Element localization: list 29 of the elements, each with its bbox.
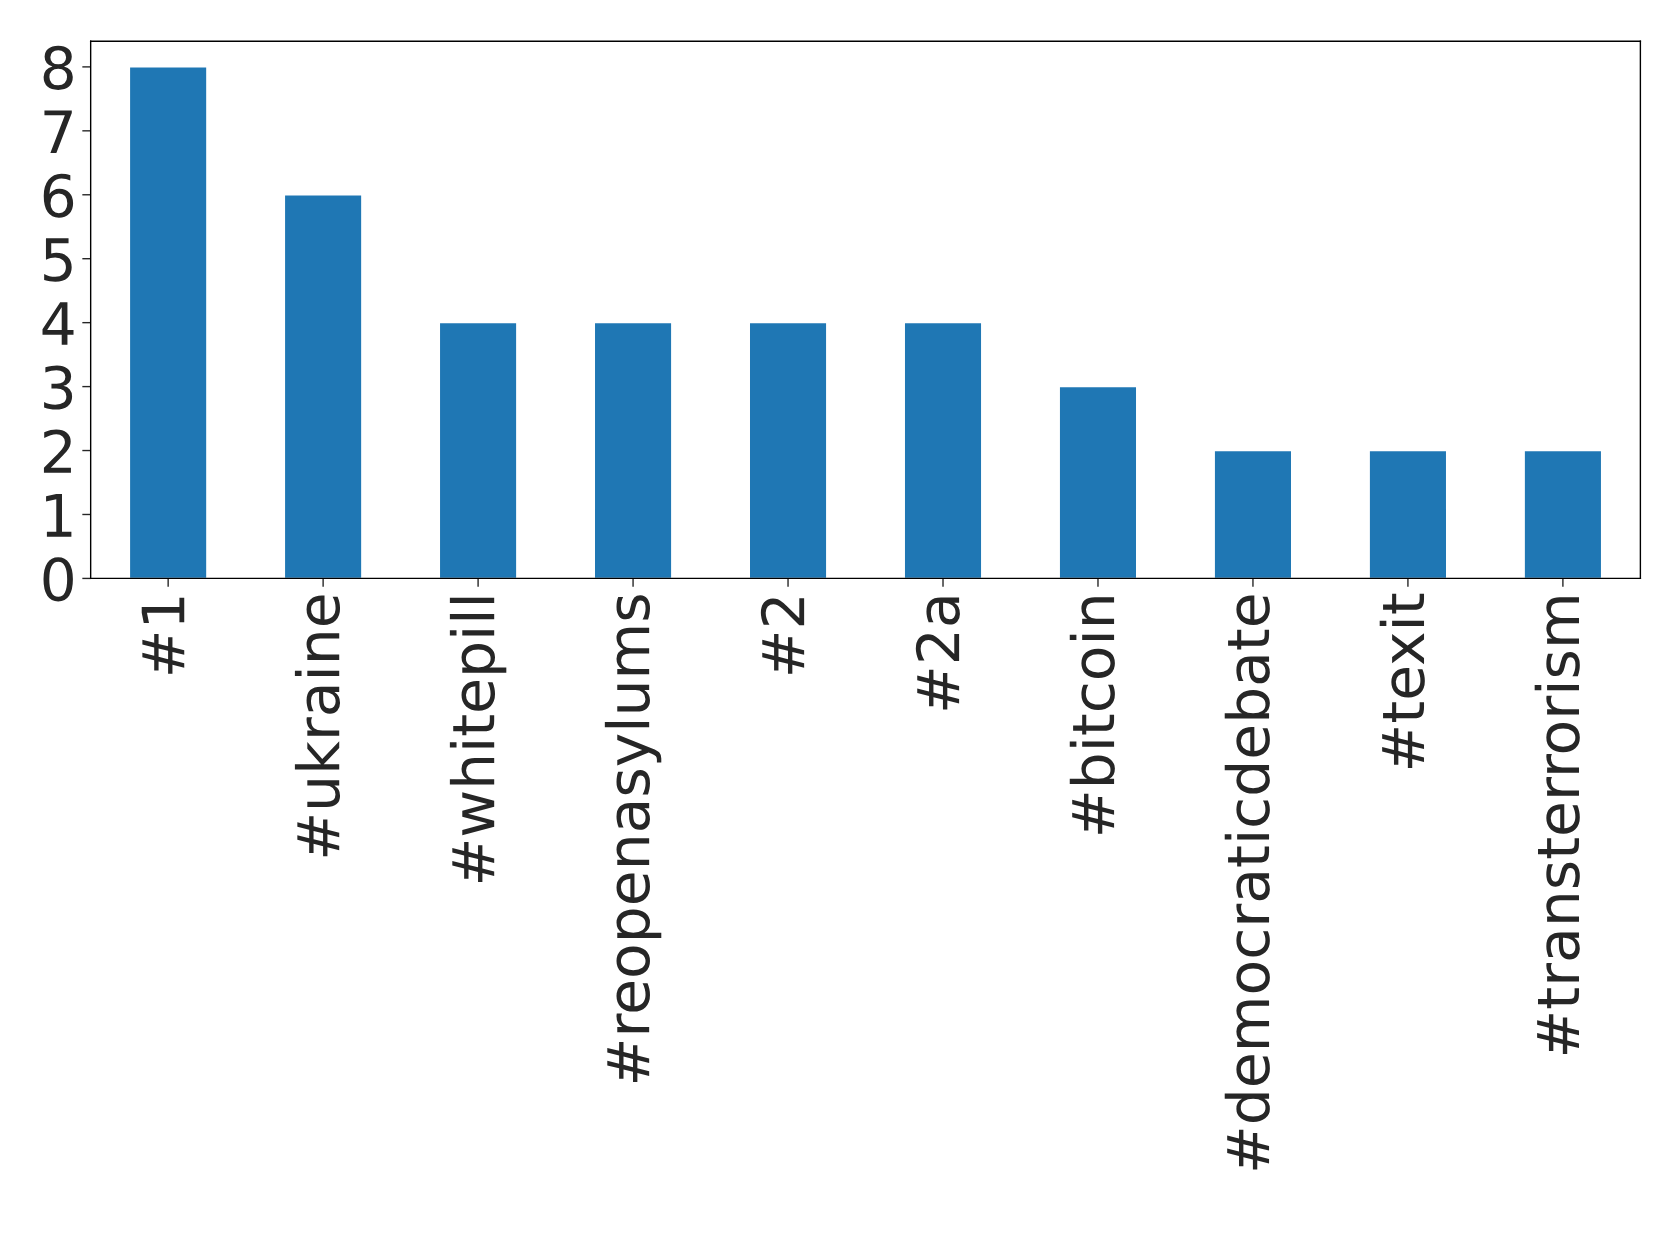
- x-tick-label: #transterrorism: [1534, 597, 1580, 1055]
- x-tick-label: #1: [141, 597, 185, 674]
- x-tick-label: #reopenasylums: [604, 595, 662, 1082]
- y-tick-label: 4: [42, 302, 74, 345]
- y-tick-label: 7: [44, 110, 72, 153]
- bar: [903, 321, 983, 579]
- y-tick-label: 3: [44, 365, 73, 410]
- x-tick-label: #2: [760, 598, 805, 674]
- bar: [593, 321, 673, 579]
- bar: [128, 66, 208, 579]
- bar: [1058, 385, 1138, 579]
- x-tick-label: #democraticdebate: [1224, 595, 1270, 1170]
- x-tick-label: #whitepill: [449, 597, 507, 882]
- bar: [1523, 449, 1603, 579]
- y-tick-label: 1: [46, 494, 72, 537]
- y-tick-label: 5: [44, 238, 72, 282]
- y-tick-label: 8: [43, 45, 73, 90]
- bar: [283, 194, 363, 579]
- bar: [1213, 449, 1293, 579]
- x-tick-label: #2a: [915, 597, 960, 710]
- y-tick-label: 0: [43, 557, 73, 602]
- x-tick-label: #texit: [1379, 593, 1425, 769]
- x-tick-label: #ukraine: [294, 595, 341, 857]
- y-tick-label: 6: [43, 173, 74, 218]
- y-tick-label: 2: [43, 429, 71, 473]
- bar: [748, 321, 828, 579]
- bar: [1368, 449, 1448, 579]
- x-tick-label: #bitcoin: [1069, 597, 1115, 834]
- bar: [438, 321, 518, 579]
